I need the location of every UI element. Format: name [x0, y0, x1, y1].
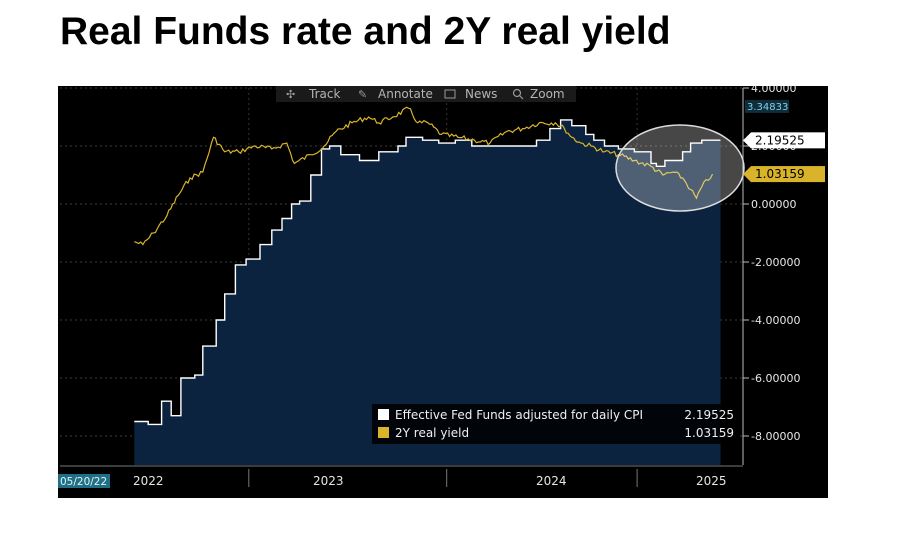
- news-button[interactable]: News: [444, 87, 497, 101]
- legend-swatch-funds: [378, 409, 389, 420]
- start-date-label: 05/20/22: [60, 476, 107, 488]
- chart-svg: ✣ Track ✎ Annotate News Zoom 4.000002.00…: [58, 82, 828, 498]
- annotate-label: Annotate: [378, 87, 433, 101]
- news-icon: [444, 89, 456, 99]
- high-value-tag-bg: [745, 99, 789, 113]
- chart-panel: ✣ Track ✎ Annotate News Zoom 4.000002.00…: [58, 82, 828, 498]
- chart-toolbar: ✣ Track ✎ Annotate News Zoom: [276, 86, 576, 102]
- start-date-badge: [58, 474, 110, 488]
- zoom-label: Zoom: [530, 87, 565, 101]
- real-funds-area: [134, 119, 721, 466]
- x-axis: 2022 2023 2024 2025 05/20/22: [58, 465, 743, 488]
- yield-last-tag-bg: [751, 166, 825, 183]
- funds-tag-pointer: [743, 132, 751, 149]
- x-tick-label: 2022: [133, 474, 164, 488]
- real-yield-line: [134, 106, 714, 246]
- y-tick-label: -8.00000: [751, 430, 800, 443]
- annotate-button[interactable]: ✎ Annotate: [358, 87, 433, 101]
- news-label: News: [465, 87, 497, 101]
- zoom-button[interactable]: Zoom: [512, 87, 565, 101]
- legend-box: [372, 404, 740, 444]
- y-tick-label: -2.00000: [751, 256, 800, 269]
- highlight-ellipse: [615, 124, 745, 212]
- yield-last-value-tag: 1.03159: [755, 167, 805, 181]
- pencil-icon: ✎: [358, 88, 367, 101]
- legend: Effective Fed Funds adjusted for daily C…: [372, 404, 740, 444]
- track-button[interactable]: ✣ Track: [286, 87, 340, 101]
- overlay-layer: 3.34833 2.19525 1.03159: [615, 99, 825, 212]
- toolbar-background: [276, 86, 576, 102]
- track-label: Track: [308, 87, 340, 101]
- real-funds-line: [134, 119, 721, 426]
- crosshair-icon: ✣: [286, 88, 295, 101]
- y-tick-label: 4.00000: [751, 86, 797, 95]
- funds-last-value-tag: 2.19525: [755, 133, 805, 147]
- legend-label-yield: 2Y real yield: [395, 426, 469, 440]
- yield-tag-pointer: [743, 166, 751, 183]
- legend-value-yield: 1.03159: [684, 426, 734, 440]
- series-layer: [134, 106, 721, 466]
- legend-label-funds: Effective Fed Funds adjusted for daily C…: [395, 408, 643, 422]
- magnifier-icon: [512, 88, 524, 100]
- slide-title: Real Funds rate and 2Y real yield: [60, 10, 671, 53]
- high-value-tag: 3.34833: [747, 102, 788, 113]
- legend-value-funds: 2.19525: [684, 408, 734, 422]
- x-tick-label: 2024: [536, 474, 567, 488]
- x-tick-label: 2025: [696, 474, 727, 488]
- y-tick-label: 0.00000: [751, 198, 797, 211]
- funds-last-tag-bg: [751, 132, 825, 149]
- x-tick-label: 2023: [313, 474, 344, 488]
- legend-swatch-yield: [378, 427, 389, 438]
- y-tick-label: -4.00000: [751, 314, 800, 327]
- y-tick-label: -6.00000: [751, 372, 800, 385]
